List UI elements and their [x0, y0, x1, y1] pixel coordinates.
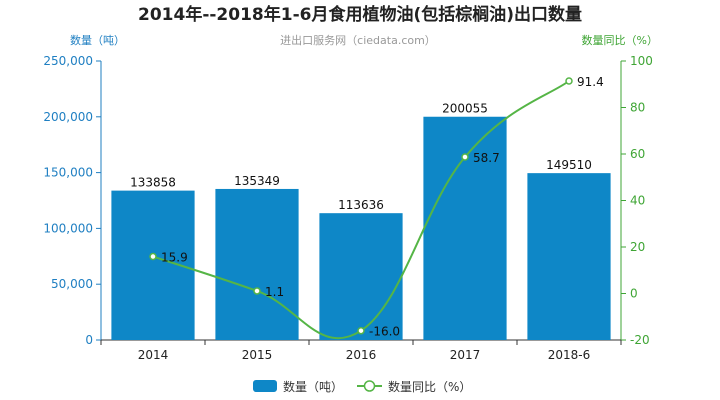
legend-label-bar: 数量（吨）	[283, 379, 343, 394]
y-left-tick-label: 50,000	[51, 277, 93, 291]
line-value-labels: 15.9 1.1 -16.0 58.7 91.4	[161, 75, 604, 339]
line-series	[149, 77, 573, 340]
y-left-tick-label: 250,000	[43, 54, 93, 68]
y-left-tick-label: 150,000	[43, 166, 93, 180]
bar-series	[111, 116, 611, 340]
x-tick-label: 2018-6	[548, 348, 591, 362]
line-value-label: 15.9	[161, 251, 188, 265]
y-right-tick-label: 40	[630, 194, 645, 208]
y-right-tick-label: 60	[630, 147, 645, 161]
line-value-label: 58.7	[473, 151, 500, 165]
legend-label-line: 数量同比（%）	[388, 379, 471, 394]
line-value-label: -16.0	[369, 325, 400, 339]
x-axis: 2014 2015 2016 2017 2018-6	[100, 339, 622, 362]
legend-swatch-bar	[253, 380, 277, 392]
y-right-axis: -20 0 20 40 60 80 100	[620, 54, 653, 347]
y-left-axis-label: 数量（吨）	[70, 34, 125, 47]
bar-value-labels: 133858 135349 113636 200055 149510	[130, 102, 592, 212]
line-value-label: 91.4	[577, 75, 604, 89]
line-point	[357, 326, 365, 335]
y-right-tick-label: 0	[630, 287, 638, 301]
line-path	[152, 80, 570, 340]
line-point	[149, 252, 157, 261]
y-left-tick-label: 100,000	[43, 221, 93, 235]
x-tick-label: 2016	[346, 348, 377, 362]
line-point	[565, 77, 573, 85]
y-right-tick-label: 80	[630, 101, 645, 115]
x-tick-label: 2015	[242, 348, 273, 362]
y-right-tick-label: 100	[630, 54, 653, 68]
bar-value-label: 133858	[130, 176, 176, 190]
chart-title: 2014年--2018年1-6月食用植物油(包括棕榈油)出口数量	[138, 4, 582, 25]
legend: 数量（吨） 数量同比（%）	[253, 379, 471, 394]
bar	[215, 188, 299, 340]
y-right-axis-label: 数量同比（%）	[582, 34, 658, 47]
y-right-tick-label: 20	[630, 240, 645, 254]
y-left-tick-label: 200,000	[43, 110, 93, 124]
bar	[319, 213, 403, 340]
x-tick-label: 2014	[138, 348, 169, 362]
bar	[527, 173, 611, 340]
bar-value-label: 135349	[234, 174, 280, 188]
line-value-label: 1.1	[265, 285, 284, 299]
line-point	[253, 287, 261, 295]
x-tick-label: 2017	[450, 348, 481, 362]
y-left-axis: 0 50,000 100,000 150,000 200,000 250,000	[43, 54, 102, 347]
chart-subtitle: 进出口服务网（ciedata.com）	[280, 33, 436, 47]
y-right-tick-label: -20	[630, 333, 650, 347]
bar-value-label: 113636	[338, 198, 384, 212]
legend-marker-line	[363, 380, 376, 392]
line-point	[461, 153, 469, 161]
bar-value-label: 149510	[546, 158, 592, 172]
y-left-tick-label: 0	[85, 333, 93, 347]
bar-value-label: 200055	[442, 102, 488, 116]
